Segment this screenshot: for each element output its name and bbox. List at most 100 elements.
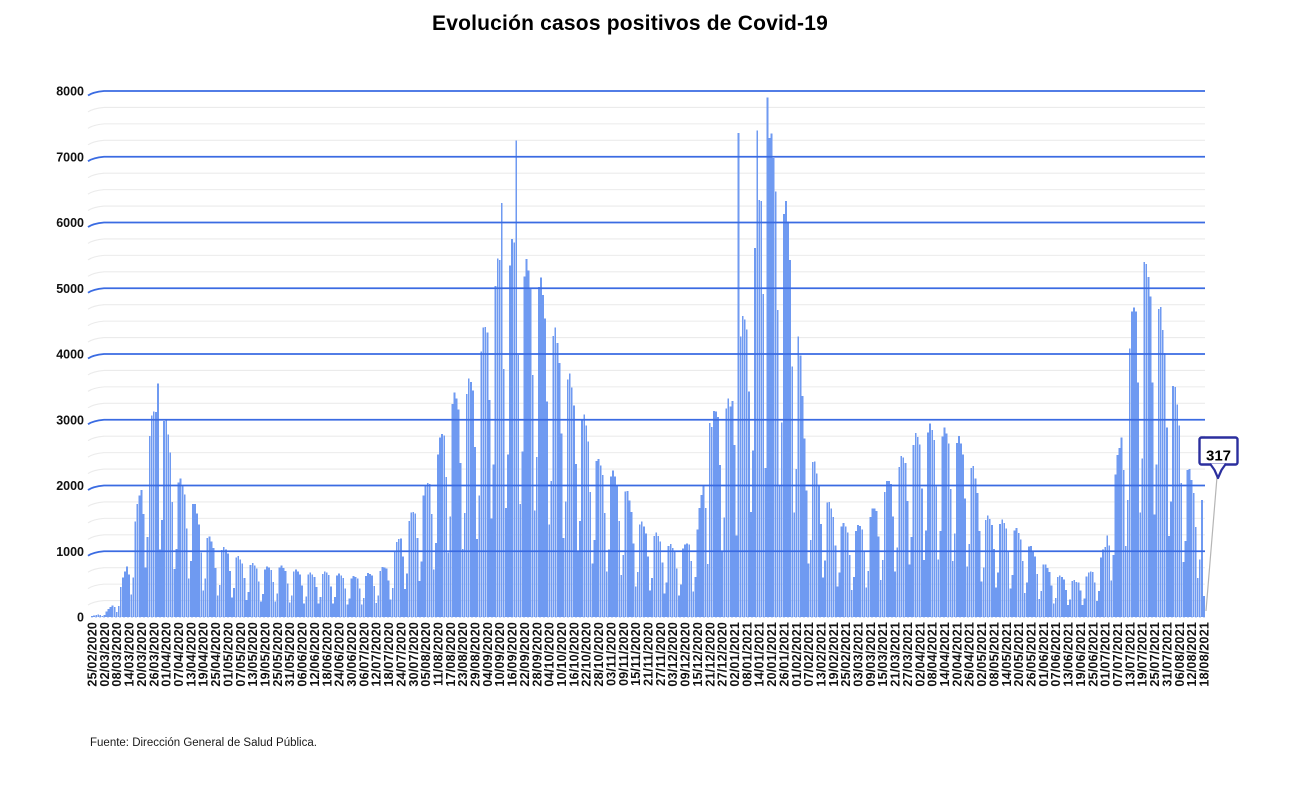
y-tick-label: 8000 — [56, 85, 84, 99]
bar — [365, 575, 367, 617]
bar — [774, 191, 777, 618]
bar — [220, 549, 223, 617]
bar — [653, 535, 656, 617]
bar — [692, 591, 695, 617]
bar — [542, 294, 544, 617]
bar — [369, 573, 371, 617]
bar — [375, 603, 378, 617]
bar — [682, 548, 684, 617]
bar — [480, 351, 483, 617]
bar — [507, 454, 509, 617]
x-tick-label: 26/04/2021 — [963, 622, 977, 687]
bar — [435, 543, 437, 617]
bar — [548, 524, 551, 617]
bar — [838, 572, 841, 617]
x-tick-label: 13/04/2020 — [184, 622, 198, 687]
bar — [505, 508, 507, 617]
bar — [463, 513, 466, 617]
bar — [173, 569, 176, 617]
bar — [970, 467, 973, 617]
bar — [272, 581, 275, 617]
bar — [1201, 499, 1203, 617]
bar — [1174, 386, 1177, 618]
bar — [327, 575, 330, 617]
bar — [943, 427, 946, 617]
x-tick-label: 18/07/2020 — [382, 622, 396, 687]
bar — [537, 286, 540, 617]
bar — [776, 309, 779, 617]
bar — [1124, 545, 1127, 617]
bar — [1085, 576, 1088, 617]
bar — [276, 593, 279, 617]
x-tick-label: 30/06/2020 — [345, 622, 359, 687]
bar — [832, 517, 835, 617]
bar — [741, 316, 744, 617]
x-tick-label: 18/08/2021 — [1198, 622, 1212, 687]
bar — [200, 552, 203, 617]
bar — [1184, 541, 1187, 617]
bar — [192, 504, 194, 617]
bar — [241, 563, 244, 617]
bar — [1083, 598, 1086, 617]
bar — [881, 559, 884, 617]
y-axis-ticks: 0 1000 2000 3000 4000 5000 6000 7000 8000 — [56, 85, 84, 625]
bar — [1120, 437, 1123, 617]
x-tick-label: 19/05/2020 — [259, 622, 273, 687]
x-tick-label: 25/05/2020 — [271, 622, 285, 687]
bar — [982, 567, 985, 617]
x-tick-label: 19/04/2020 — [197, 622, 211, 687]
bar — [1133, 307, 1135, 617]
bar — [626, 490, 629, 617]
bar — [449, 516, 452, 617]
bar — [336, 575, 338, 617]
bar — [735, 535, 738, 617]
bar — [770, 133, 773, 618]
bar — [805, 490, 808, 617]
bar — [202, 590, 205, 617]
bar — [91, 616, 93, 617]
bar — [894, 571, 896, 617]
x-tick-label: 07/02/2021 — [802, 622, 816, 687]
bar — [414, 513, 417, 617]
x-tick-label: 13/02/2021 — [815, 622, 829, 687]
bar — [257, 581, 260, 617]
x-tick-label: 23/08/2020 — [456, 622, 470, 687]
bar — [673, 551, 676, 617]
x-tick-label: 20/03/2020 — [135, 622, 149, 687]
bar — [535, 457, 538, 617]
x-tick-label: 01/02/2021 — [790, 622, 804, 687]
bar — [334, 597, 336, 617]
x-tick-label: 27/11/2020 — [654, 622, 668, 686]
x-tick-label: 28/09/2020 — [530, 622, 544, 687]
x-tick-label: 24/06/2020 — [333, 622, 347, 687]
x-tick-label: 02/04/2021 — [913, 622, 927, 687]
bar — [612, 470, 614, 617]
bar — [947, 443, 950, 617]
bar — [519, 504, 522, 617]
bar — [482, 327, 485, 617]
bar — [1182, 562, 1185, 617]
bar — [678, 595, 680, 617]
bar — [904, 462, 907, 617]
bar — [470, 382, 472, 617]
bar — [853, 577, 855, 617]
y-tick-label: 0 — [77, 611, 84, 625]
bar — [953, 533, 956, 617]
bar — [525, 259, 528, 617]
bar — [1139, 512, 1142, 617]
bar — [523, 276, 526, 617]
x-tick-label: 15/11/2020 — [629, 622, 643, 686]
bar — [1042, 564, 1045, 617]
bar — [968, 543, 971, 617]
bar — [1128, 348, 1131, 617]
bar — [556, 342, 559, 617]
bar — [719, 464, 721, 617]
bar — [1172, 385, 1174, 617]
x-tick-label: 02/01/2021 — [728, 622, 742, 687]
bar — [311, 574, 314, 617]
bar — [1052, 603, 1055, 617]
bar — [142, 514, 145, 617]
bar — [614, 476, 616, 617]
bar — [356, 578, 359, 617]
bar — [999, 523, 1001, 617]
